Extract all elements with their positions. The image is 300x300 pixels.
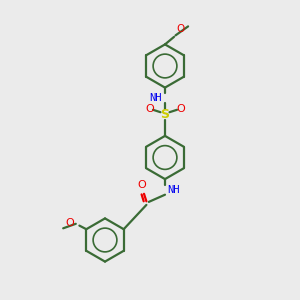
Text: O: O	[176, 24, 184, 34]
Text: NH: NH	[149, 93, 162, 103]
Text: O: O	[145, 104, 154, 114]
Text: S: S	[160, 108, 169, 121]
Text: O: O	[176, 104, 185, 114]
Text: O: O	[137, 180, 146, 190]
Text: O: O	[66, 218, 75, 228]
Text: NH: NH	[167, 184, 180, 195]
